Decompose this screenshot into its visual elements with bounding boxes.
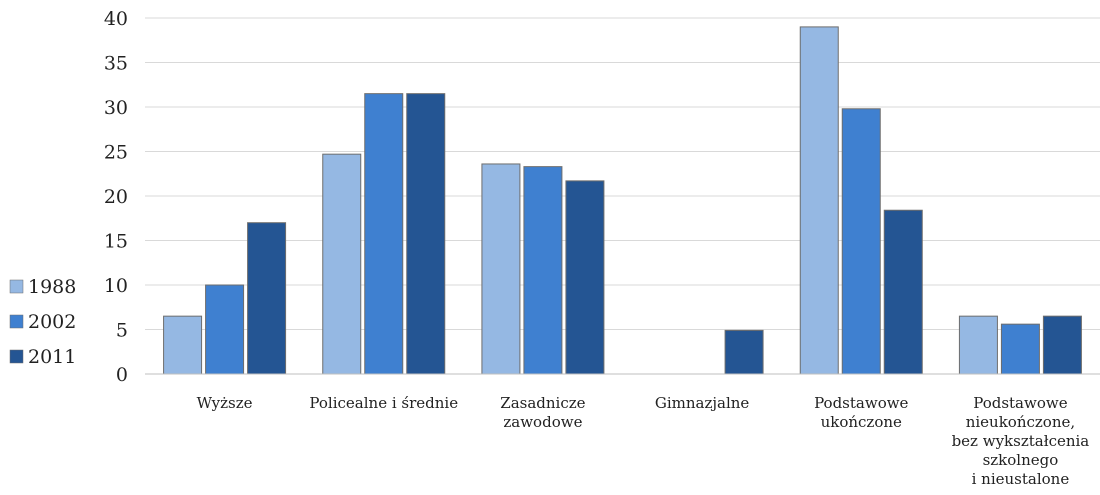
- x-category-label: Policealne i średnie: [309, 394, 458, 412]
- y-tick-label: 0: [116, 364, 128, 386]
- x-category-label-line: Policealne i średnie: [309, 394, 458, 412]
- legend-swatch-2011: [9, 349, 24, 364]
- bars: [163, 26, 1082, 375]
- legend-swatch-1988: [9, 279, 24, 294]
- x-category-label-line: Podstawowe: [814, 394, 908, 412]
- x-category-label-line: nieukończone,: [966, 413, 1075, 431]
- bar-2002: [205, 284, 245, 375]
- x-category-label-line: Wyższe: [197, 394, 253, 412]
- y-tick-label: 40: [104, 8, 128, 30]
- y-tick-label: 5: [116, 320, 128, 342]
- bar-1988: [958, 315, 998, 375]
- x-category-label: Gimnazjalne: [655, 394, 750, 412]
- bar-1988: [481, 163, 521, 375]
- y-tick-label: 35: [104, 53, 128, 75]
- y-tick-label: 20: [104, 186, 128, 208]
- x-category-label-line: Gimnazjalne: [655, 394, 750, 412]
- bar-2002: [364, 93, 404, 375]
- bar-1988: [163, 315, 203, 375]
- legend-swatch-2002: [9, 314, 24, 329]
- bar-2002: [841, 108, 881, 375]
- y-tick-label: 30: [104, 97, 128, 119]
- x-category-label: Zasadnicze zawodowe: [500, 394, 585, 431]
- y-tick-label: 10: [104, 275, 128, 297]
- bar-2011: [565, 180, 605, 375]
- legend: 1988 2002 2011: [9, 276, 76, 368]
- x-category-label-line: bez wykształcenia: [952, 432, 1090, 450]
- y-axis: 0 5 10 15 20 25 30 35 40: [104, 8, 128, 386]
- bar-2011: [406, 93, 446, 375]
- bar-2002: [523, 166, 563, 375]
- x-category-label: Podstawowe ukończone: [814, 394, 908, 431]
- legend-label: 2011: [28, 346, 76, 368]
- y-tick-label: 15: [104, 231, 128, 253]
- legend-label: 1988: [28, 276, 76, 298]
- x-category-label-line: Podstawowe: [973, 394, 1067, 412]
- bar-2011: [247, 222, 287, 375]
- bar-2002: [1000, 323, 1040, 375]
- bar-2011: [883, 209, 923, 375]
- legend-label: 2002: [28, 311, 76, 333]
- x-category-label-line: ukończone: [821, 413, 902, 431]
- x-category-label-line: szkolnego: [983, 451, 1059, 469]
- bar-2011: [1042, 315, 1082, 375]
- bar-2011: [724, 329, 764, 375]
- gridlines: [145, 17, 1100, 330]
- x-axis: Wyższe Policealne i średnie Zasadnicze zawo…: [145, 373, 1100, 488]
- x-category-label-line: zawodowe: [503, 413, 582, 431]
- x-category-label-line: Zasadnicze: [500, 394, 585, 412]
- x-category-label: Wyższe: [197, 394, 253, 412]
- bar-1988: [799, 26, 839, 375]
- y-tick-label: 25: [104, 142, 128, 164]
- x-category-label-line: i nieustalone: [972, 470, 1070, 488]
- bar-1988: [322, 153, 362, 375]
- x-category-label: Podstawowe nieukończone, bez wykształcenia…: [952, 394, 1090, 488]
